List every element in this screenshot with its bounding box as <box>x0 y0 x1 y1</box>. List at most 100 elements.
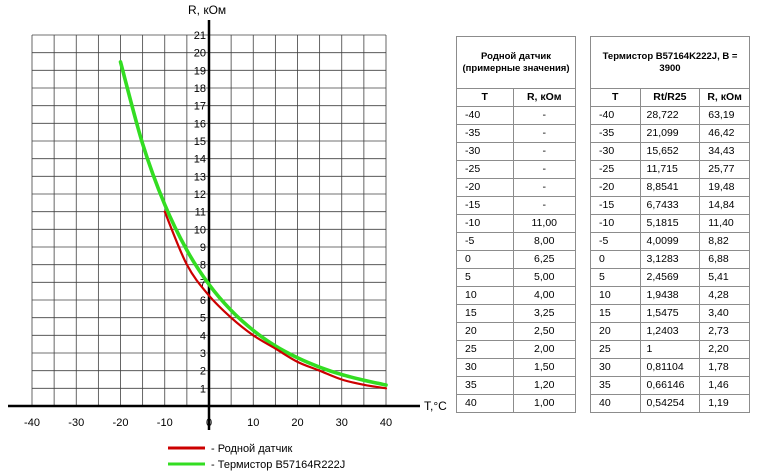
chart-legend: - Родной датчик - Термистор B57164R222J <box>168 443 345 471</box>
x-tick-label: 20 <box>291 417 303 429</box>
table-row: 25 2,00 <box>456 340 577 359</box>
cell-temperature: 15 <box>590 304 641 323</box>
cell-temperature: -15 <box>590 196 641 215</box>
table-row: -25 11,715 25,77 <box>590 160 750 179</box>
y-tick-label: 16 <box>194 118 206 130</box>
cell-ratio: 4,0099 <box>639 232 701 251</box>
table-row: -40- <box>456 106 577 125</box>
cell-temperature: 20 <box>456 322 514 341</box>
table-row: -25- <box>456 160 577 179</box>
col-header-r: R, кОм <box>699 88 750 107</box>
col-header-r: R, кОм <box>512 88 577 107</box>
cell-resistance: 1,78 <box>699 358 750 377</box>
cell-ratio: 0,54254 <box>639 394 701 413</box>
chart-series <box>118 60 388 390</box>
cell-temperature: 40 <box>456 394 514 413</box>
table-row: 40 1,00 <box>456 394 577 413</box>
cell-temperature: 5 <box>456 268 514 287</box>
cell-resistance: 6,88 <box>699 250 750 269</box>
table-row: 5 2,4569 5,41 <box>590 268 750 287</box>
y-tick-label: 7 <box>200 277 206 289</box>
cell-temperature: -15 <box>456 196 514 215</box>
table-row: 30 0,81104 1,78 <box>590 358 750 377</box>
cell-ratio: 5,1815 <box>639 214 701 233</box>
cell-resistance: 34,43 <box>699 142 750 161</box>
cell-temperature: 25 <box>456 340 514 359</box>
y-tick-label: 21 <box>194 30 206 42</box>
table-native-sensor-title: Родной датчик (примерные значения) <box>456 36 576 89</box>
x-axis-label: T,°C <box>424 399 447 413</box>
cell-temperature: -30 <box>590 142 641 161</box>
cell-temperature: -20 <box>590 178 641 197</box>
x-tick-label: -30 <box>68 417 84 429</box>
table-row: 0 3,1283 6,88 <box>590 250 750 269</box>
cell-ratio: 8,8541 <box>639 178 701 197</box>
y-tick-label: 3 <box>200 348 206 360</box>
cell-resistance: 6,25 <box>512 250 577 269</box>
table-row: 35 0,66146 1,46 <box>590 376 750 395</box>
y-axis-label: R, кОм <box>188 3 226 17</box>
cell-temperature: 0 <box>456 250 514 269</box>
cell-resistance: 46,42 <box>699 124 750 143</box>
y-tick-label: 20 <box>194 48 206 60</box>
y-tick-label: 8 <box>200 260 206 272</box>
chart-tick-labels: -40 -30 -20 -10 0 10 20 30 401234567891011121314… <box>24 30 392 429</box>
cell-resistance: 63,19 <box>699 106 750 125</box>
cell-temperature: 30 <box>590 358 641 377</box>
x-tick-label: 30 <box>336 417 348 429</box>
cell-ratio: 2,4569 <box>639 268 701 287</box>
cell-temperature: 15 <box>456 304 514 323</box>
table-native-sensor: Родной датчик (примерные значения) T R, … <box>456 36 577 413</box>
tables-container: Родной датчик (примерные значения) T R, … <box>456 36 750 413</box>
series-line-1 <box>118 60 388 387</box>
cell-ratio: 0,66146 <box>639 376 701 395</box>
cell-resistance: - <box>512 124 577 143</box>
table-row: -5 4,0099 8,82 <box>590 232 750 251</box>
cell-resistance: 5,41 <box>699 268 750 287</box>
cell-resistance: 1,20 <box>512 376 577 395</box>
cell-resistance: 3,40 <box>699 304 750 323</box>
y-tick-label: 10 <box>194 224 206 236</box>
table-row: 40 0,54254 1,19 <box>590 394 750 413</box>
cell-resistance: 25,77 <box>699 160 750 179</box>
table-row: 20 2,50 <box>456 322 577 341</box>
cell-temperature: -35 <box>456 124 514 143</box>
y-tick-label: 5 <box>200 313 206 325</box>
cell-temperature: 40 <box>590 394 641 413</box>
table-row: -30- <box>456 142 577 161</box>
table-thermistor: Термистор B57164K222J, B = 3900 T Rt/R25… <box>590 36 750 413</box>
cell-resistance: 2,00 <box>512 340 577 359</box>
table-row: -35- <box>456 124 577 143</box>
cell-temperature: -10 <box>590 214 641 233</box>
col-header-ratio: Rt/R25 <box>639 88 701 107</box>
cell-temperature: -40 <box>590 106 641 125</box>
cell-ratio: 1,5475 <box>639 304 701 323</box>
cell-ratio: 3,1283 <box>639 250 701 269</box>
cell-ratio: 1,2403 <box>639 322 701 341</box>
cell-resistance: 4,00 <box>512 286 577 305</box>
table-row: 30 1,50 <box>456 358 577 377</box>
cell-temperature: -25 <box>590 160 641 179</box>
y-tick-label: 13 <box>194 171 206 183</box>
table-row: -30 15,652 34,43 <box>590 142 750 161</box>
y-tick-label: 17 <box>194 101 206 113</box>
y-tick-label: 12 <box>194 189 206 201</box>
cell-resistance: - <box>512 142 577 161</box>
legend-label: - Родной датчик <box>211 443 292 455</box>
cell-ratio: 28,722 <box>639 106 701 125</box>
cell-resistance: 1,19 <box>699 394 750 413</box>
cell-ratio: 6,7433 <box>639 196 701 215</box>
x-tick-label: 10 <box>247 417 259 429</box>
cell-temperature: -25 <box>456 160 514 179</box>
x-tick-label: 40 <box>380 417 392 429</box>
col-header-t: T <box>590 88 641 107</box>
y-tick-label: 2 <box>200 366 206 378</box>
table-row: -5 8,00 <box>456 232 577 251</box>
cell-temperature: -10 <box>456 214 514 233</box>
cell-temperature: 10 <box>590 286 641 305</box>
y-tick-label: 19 <box>194 65 206 77</box>
cell-ratio: 15,652 <box>639 142 701 161</box>
table-row: 20 1,2403 2,73 <box>590 322 750 341</box>
cell-ratio: 1,9438 <box>639 286 701 305</box>
cell-temperature: -35 <box>590 124 641 143</box>
